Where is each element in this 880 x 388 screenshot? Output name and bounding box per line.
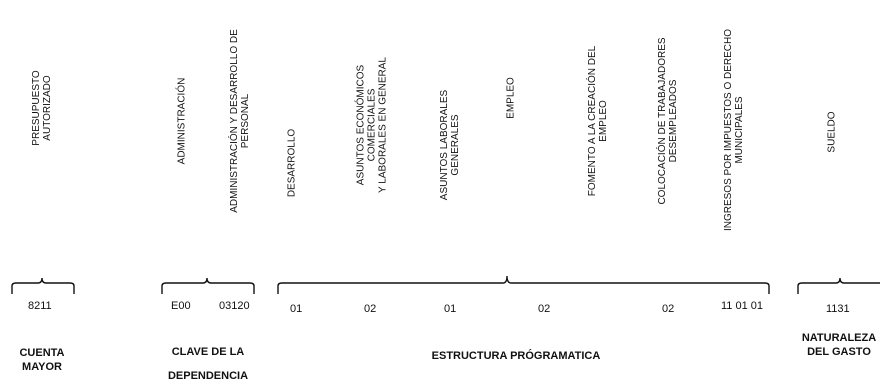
code-02-fomento: 02 [538, 303, 551, 315]
code-e00: E00 [171, 300, 191, 312]
brace-naturaleza-gasto [797, 277, 880, 294]
code-1131: 1131 [826, 303, 850, 315]
label-estructura-programatica: ESTRUCTURA PRÓGRAMATICA [431, 350, 601, 362]
code-8211: 8211 [28, 300, 52, 312]
code-03120: 03120 [219, 300, 250, 312]
code-01-desarrollo: 01 [290, 303, 303, 315]
code-01-asuntos-laborales: 01 [444, 303, 457, 315]
brace-estructura-programatica [277, 275, 770, 294]
brace-cuenta-mayor [11, 277, 75, 294]
label-clave-dependencia: CLAVE DE LA DEPENDENCIA [167, 346, 249, 382]
label-naturaleza-gasto: NATURALEZA DEL GASTO [801, 332, 877, 358]
code-11-01-01: 11 01 01 [721, 300, 764, 312]
code-02-asuntos-economicos: 02 [364, 303, 377, 315]
code-02-colocacion: 02 [662, 303, 675, 315]
label-cuenta-mayor: CUENTA MAYOR [19, 347, 65, 373]
grouping-braces [11, 275, 880, 294]
brace-clave-dependencia [161, 277, 255, 294]
